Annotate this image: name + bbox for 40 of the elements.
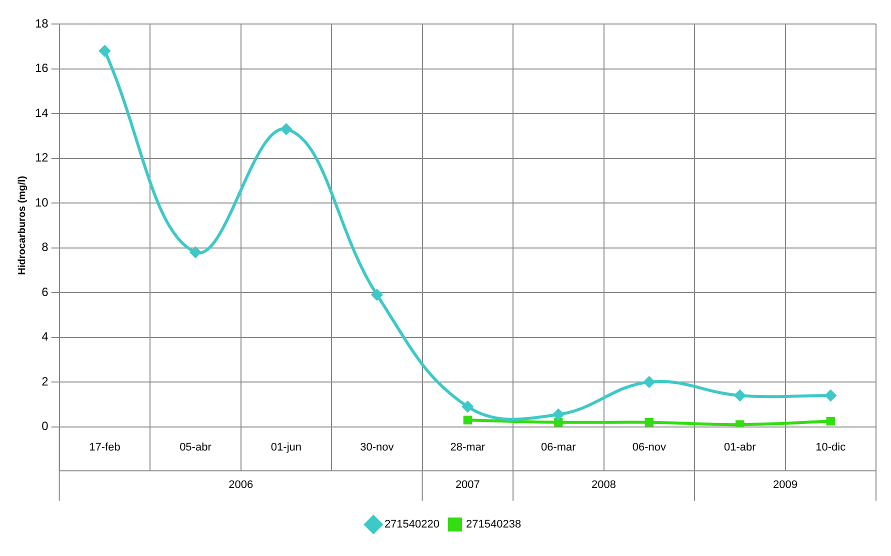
point: [99, 45, 110, 56]
y-tick-label: 4: [42, 330, 49, 344]
x-tick-label: 30-nov: [360, 441, 394, 454]
y-tick-label: 6: [42, 284, 49, 299]
point: [462, 401, 474, 412]
x-tick-label: 17-feb: [89, 441, 120, 454]
point: [825, 390, 836, 401]
y-tick-label: 0: [42, 419, 49, 434]
point: [736, 420, 744, 427]
point: [644, 376, 655, 388]
text: 2008: [592, 478, 616, 491]
x-tick-label: 01-abr: [724, 441, 756, 454]
legend-label: 271540220: [384, 518, 440, 531]
legend-label: 271540238: [466, 518, 522, 531]
y-tick-label: 14: [34, 106, 49, 120]
x-tick-label: 05-abr: [180, 441, 212, 454]
x-tick-label: 06-nov: [632, 441, 666, 454]
y-tick-label: 2: [42, 374, 49, 388]
y-tick-label: 18: [34, 16, 49, 30]
point: [371, 289, 382, 300]
point: [552, 408, 564, 420]
y-tick-label: 8: [42, 240, 49, 254]
text: 2009: [773, 478, 798, 491]
text: 2007: [455, 478, 480, 491]
y-tick-label: 12: [34, 150, 49, 165]
point: [734, 390, 746, 401]
point: [826, 416, 835, 426]
x-tick-label: 10-dic: [816, 441, 846, 454]
x-tick-label: 28-mar: [450, 441, 486, 454]
y-axis-title: Hidrocarburos (mg/l): [16, 176, 28, 275]
x-tick-label: 06-mar: [540, 441, 576, 454]
point: [280, 124, 292, 135]
y-tick-label: 16: [34, 61, 49, 76]
point: [644, 418, 654, 427]
point: [463, 416, 472, 424]
text: 2006: [228, 478, 254, 491]
point: [554, 418, 563, 427]
y-tick-label: 10: [34, 195, 49, 210]
point: [190, 246, 201, 258]
x-tick-label: 01-jun: [270, 441, 302, 454]
